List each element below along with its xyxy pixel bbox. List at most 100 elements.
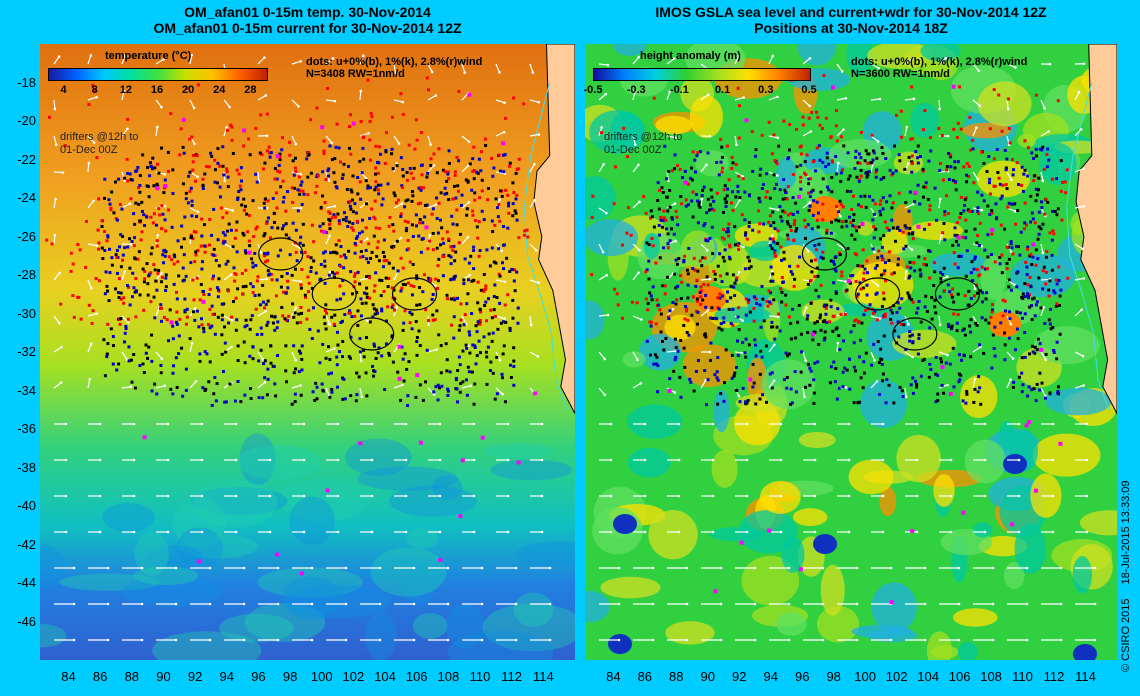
current-vector <box>768 315 779 318</box>
drifter-dot <box>758 173 762 177</box>
drifter-dot <box>171 191 175 195</box>
current-vector-head <box>506 458 510 462</box>
drifter-dot <box>888 194 892 198</box>
drifter-dot <box>959 212 963 216</box>
current-vector-head <box>540 422 544 426</box>
current-vector-head <box>435 348 438 351</box>
drifter-dot <box>447 237 451 241</box>
current-vector-head <box>223 179 227 183</box>
drifter-dot <box>253 251 257 255</box>
drifter-dot <box>1029 194 1033 198</box>
drifter-dot <box>258 151 262 155</box>
temperature-patch <box>513 592 554 627</box>
drifter-dot <box>817 211 821 215</box>
drifter-dot <box>353 280 357 284</box>
drifter-dot <box>216 315 220 319</box>
drifter-dot <box>436 264 440 268</box>
current-vector-head <box>677 422 681 426</box>
drifter-dot <box>771 237 775 241</box>
drifter-dot <box>687 182 691 186</box>
drifter-dot <box>940 134 944 138</box>
drifter-dot <box>845 224 849 228</box>
drifter-dot <box>762 182 766 186</box>
current-vector-head <box>708 135 712 138</box>
drifter-dot <box>910 154 914 158</box>
current-vector-head <box>636 358 639 362</box>
observed-drifter <box>1027 420 1032 425</box>
drifter-dot <box>335 363 339 367</box>
drifter-dot <box>390 334 394 338</box>
current-vector-head <box>54 197 57 201</box>
drifter-dot <box>999 321 1003 325</box>
current-vector <box>359 132 369 137</box>
drifter-dot <box>876 340 880 344</box>
current-vector-head <box>469 384 473 388</box>
drifter-dot <box>954 188 958 192</box>
drifter-dot <box>792 284 796 288</box>
drifter-dot <box>923 227 927 231</box>
drifter-dot <box>183 309 187 313</box>
current-vector <box>155 385 165 389</box>
drifter-dot <box>263 161 267 165</box>
drifter-dot <box>728 243 732 247</box>
drifter-dot <box>716 378 720 382</box>
drifter-dot <box>334 215 338 219</box>
current-vector-head <box>537 100 541 104</box>
drifter-dot <box>197 325 201 329</box>
drifter-dot <box>306 255 310 259</box>
drifter-dot <box>655 355 659 359</box>
drifter-dot <box>806 223 810 227</box>
drifter-dot <box>348 309 352 313</box>
drifter-dot <box>691 267 695 271</box>
drifter-dot <box>780 276 784 280</box>
drifter-dot <box>166 150 170 154</box>
drifter-dot <box>210 304 214 308</box>
current-vector-head <box>667 179 670 183</box>
drifter-dot <box>435 309 439 313</box>
drifter-dot <box>1049 307 1053 311</box>
current-vector <box>768 344 775 353</box>
drifter-dot <box>484 350 488 354</box>
drifter-dot <box>449 262 453 266</box>
drifter-dot <box>337 239 341 243</box>
temperature-patch <box>281 576 341 620</box>
drifter-dot <box>406 403 410 407</box>
drifter-dot <box>797 303 801 307</box>
drifter-dot <box>975 268 979 272</box>
drifter-dot <box>200 217 204 221</box>
drifter-dot <box>743 218 747 222</box>
drifter-dot <box>794 390 798 394</box>
drifter-dot <box>855 229 859 233</box>
current-vector-head <box>412 566 416 570</box>
drifter-dot <box>953 226 957 230</box>
drifter-dot <box>759 349 763 353</box>
drifter-dot <box>725 144 729 148</box>
current-vector-head <box>839 215 842 218</box>
drifter-dot <box>1012 168 1016 172</box>
temperature-patch <box>516 541 575 567</box>
drifter-dot <box>696 269 700 273</box>
current-vector-head <box>160 105 163 109</box>
drifter-dot <box>431 313 435 317</box>
current-vector <box>1006 351 1014 360</box>
drifter-dot <box>667 315 671 319</box>
drifter-dot <box>515 167 519 171</box>
temperature-patch <box>134 531 169 576</box>
drifter-dot <box>661 339 665 343</box>
drifter-dot <box>726 290 730 294</box>
drifter-dot <box>224 262 228 266</box>
drifter-dot <box>809 301 813 305</box>
drifter-dot <box>950 326 954 330</box>
drifter-dot <box>293 156 297 160</box>
drifter-dot <box>1030 263 1034 267</box>
drifter-dot <box>415 340 419 344</box>
drifter-dot <box>483 137 487 141</box>
drifter-dot <box>934 372 938 376</box>
drifter-dot <box>480 178 484 182</box>
current-vector-head <box>1025 638 1029 642</box>
drifter-dot <box>658 188 662 192</box>
drifter-dot <box>158 213 162 217</box>
drifter-dot <box>472 402 476 406</box>
drifter-dot <box>908 330 912 334</box>
drifter-dot <box>1061 180 1065 184</box>
